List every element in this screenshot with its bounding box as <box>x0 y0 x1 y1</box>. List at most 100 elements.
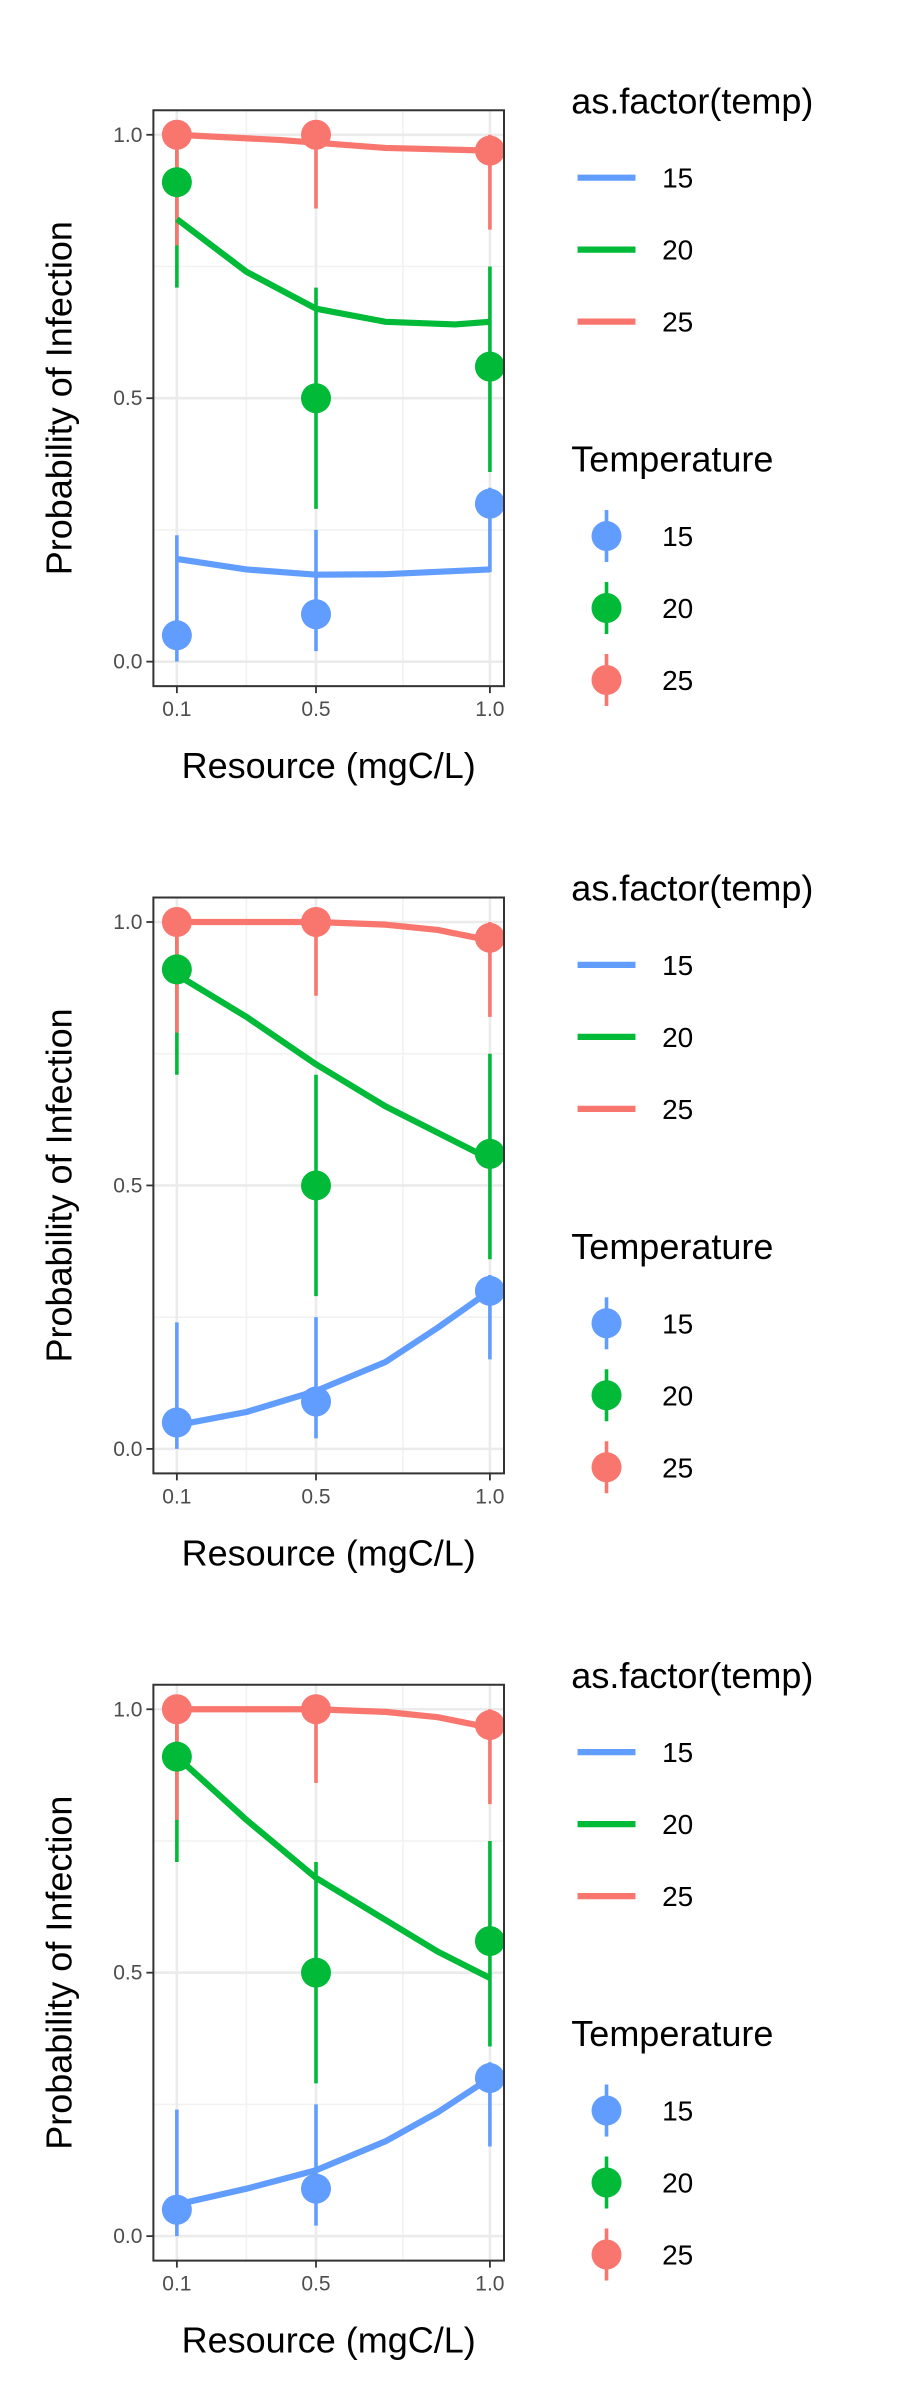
y-axis-title: Probability of Infection <box>38 1796 79 2150</box>
legend-point-key-15 <box>591 2095 622 2126</box>
data-point-15 <box>161 2194 192 2225</box>
data-point-15 <box>474 2063 505 2094</box>
legend-point-key-15 <box>591 1308 622 1339</box>
legend-1: as.factor(temp) 15 20 25 Temperature 15 20 25 <box>571 80 813 707</box>
y-tick-label: 0.5 <box>113 1174 142 1197</box>
x-tick-label: 0.5 <box>301 1485 330 1508</box>
y-axis-title: Probability of Infection <box>38 221 79 575</box>
data-point-20 <box>161 167 192 198</box>
fit-line-15 <box>176 2075 492 2208</box>
fit-line-15 <box>176 555 491 578</box>
x-axis-title: Resource (mgC/L) <box>182 2320 476 2361</box>
fit-line-25 <box>176 1706 491 1731</box>
legend-line-label-15: 15 <box>662 1737 693 1768</box>
legend-point-label-25: 25 <box>662 1452 693 1483</box>
chart-panel-2: 0.0 0.5 1.0 0.1 0.5 1.0 Resource (mgC/L) Probab… <box>38 868 813 1574</box>
legend-line-label-25: 25 <box>662 1094 693 1125</box>
y-tick-label: 0.5 <box>113 387 142 410</box>
legend-point-key-25 <box>591 1452 622 1483</box>
fit-line-25 <box>176 918 491 944</box>
legend-point-key-25 <box>591 2239 622 2270</box>
chart-panel-3: 0.0 0.5 1.0 0.1 0.5 1.0 Resource (mgC/L) Probab… <box>38 1655 813 2361</box>
data-point-20 <box>161 1741 192 1772</box>
legend-title-lines: as.factor(temp) <box>571 80 813 121</box>
legend-point-label-25: 25 <box>662 665 693 696</box>
y-tick-label: 1.0 <box>113 1698 142 1721</box>
data-point-25 <box>301 1694 331 1725</box>
data-point-20 <box>301 383 331 414</box>
legend-point-label-20: 20 <box>662 1380 693 1411</box>
legend-point-label-15: 15 <box>662 2096 693 2127</box>
data-point-20 <box>301 1170 331 1201</box>
legend-line-label-25: 25 <box>662 307 693 338</box>
x-tick-label: 1.0 <box>475 698 504 721</box>
data-point-20 <box>301 1957 331 1988</box>
legend-line-label-20: 20 <box>662 235 693 266</box>
legend-point-key-20 <box>591 2167 622 2198</box>
data-point-20 <box>474 1926 505 1957</box>
legend-title-lines: as.factor(temp) <box>571 868 813 909</box>
data-point-15 <box>161 1407 192 1438</box>
legend-line-label-20: 20 <box>662 1022 693 1053</box>
x-axis-title: Resource (mgC/L) <box>182 745 476 786</box>
legend-point-key-15 <box>591 521 622 552</box>
data-point-25 <box>301 119 331 150</box>
y-tick-label: 1.0 <box>113 911 142 934</box>
legend-line-label-15: 15 <box>662 950 693 981</box>
data-point-15 <box>301 2173 331 2204</box>
y-tick-label: 0.5 <box>113 1962 142 1985</box>
legend-2: as.factor(temp) 15 20 25 Temperature 15 20 25 <box>571 868 813 1494</box>
y-tick-label: 1.0 <box>113 124 142 147</box>
x-tick-label: 0.1 <box>162 1485 191 1508</box>
legend-line-label-20: 20 <box>662 1809 693 1840</box>
data-point-25 <box>474 135 505 166</box>
legend-point-label-15: 15 <box>662 521 693 552</box>
fit-line-25 <box>176 131 490 154</box>
legend-line-label-15: 15 <box>662 163 693 194</box>
data-point-25 <box>474 922 505 953</box>
legend-title-points: Temperature <box>571 439 773 480</box>
legend-line-label-25: 25 <box>662 1881 693 1912</box>
legend-point-label-15: 15 <box>662 1308 693 1339</box>
data-point-25 <box>161 119 192 150</box>
x-tick-label: 0.5 <box>301 2273 330 2296</box>
x-tick-label: 1.0 <box>475 1485 504 1508</box>
legend-title-points: Temperature <box>571 1226 773 1267</box>
legend-point-label-25: 25 <box>662 2239 693 2270</box>
y-tick-label: 0.0 <box>113 651 142 674</box>
data-point-20 <box>161 954 192 985</box>
legend-point-key-20 <box>591 1380 622 1411</box>
fit-line-20 <box>174 216 491 328</box>
legend-title-lines: as.factor(temp) <box>571 1655 813 1696</box>
legend-point-key-20 <box>591 593 622 624</box>
data-point-15 <box>301 1386 331 1417</box>
data-point-20 <box>474 351 505 382</box>
y-axis-title: Probability of Infection <box>38 1008 79 1362</box>
legend-title-points: Temperature <box>571 2013 773 2054</box>
x-tick-label: 0.5 <box>301 698 330 721</box>
legend-point-label-20: 20 <box>662 593 693 624</box>
x-tick-label: 1.0 <box>475 2273 504 2296</box>
legend-3: as.factor(temp) 15 20 25 Temperature 15 20 25 <box>571 1655 813 2281</box>
data-point-15 <box>161 620 192 651</box>
x-tick-label: 0.1 <box>162 698 191 721</box>
data-point-15 <box>301 599 331 630</box>
data-point-15 <box>474 1275 505 1306</box>
fit-line-15 <box>176 1288 492 1429</box>
legend-point-key-25 <box>591 665 622 696</box>
chart-panel-1: 0.0 0.5 1.0 0.1 0.5 1.0 Resource (mgC/L) Probab… <box>38 80 813 786</box>
y-tick-label: 0.0 <box>113 1438 142 1461</box>
data-point-25 <box>474 1710 505 1741</box>
data-point-20 <box>474 1138 505 1169</box>
legend-point-label-20: 20 <box>662 2168 693 2199</box>
data-point-25 <box>301 907 331 938</box>
data-point-25 <box>161 907 192 938</box>
x-axis-title: Resource (mgC/L) <box>182 1532 476 1573</box>
x-tick-label: 0.1 <box>162 2273 191 2296</box>
fit-line-20 <box>175 972 492 1162</box>
y-tick-label: 0.0 <box>113 2225 142 2248</box>
fit-line-20 <box>174 1754 492 1981</box>
data-point-15 <box>474 488 505 519</box>
data-point-25 <box>161 1694 192 1725</box>
